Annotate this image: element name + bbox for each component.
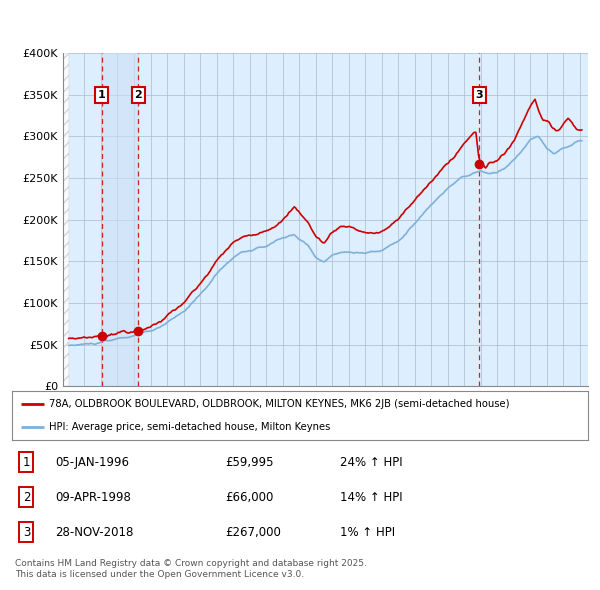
Text: 3: 3 — [476, 90, 483, 100]
Text: 1: 1 — [23, 455, 30, 468]
Text: £59,995: £59,995 — [225, 455, 274, 468]
Text: 28-NOV-2018: 28-NOV-2018 — [55, 526, 134, 539]
Text: 05-JAN-1996: 05-JAN-1996 — [55, 455, 129, 468]
Text: 3: 3 — [23, 526, 30, 539]
Text: 2: 2 — [23, 490, 30, 504]
Text: £66,000: £66,000 — [225, 490, 274, 504]
Bar — [101, 53, 139, 386]
Text: Contains HM Land Registry data © Crown copyright and database right 2025.
This d: Contains HM Land Registry data © Crown c… — [15, 559, 367, 579]
Text: HPI: Average price, semi-detached house, Milton Keynes: HPI: Average price, semi-detached house,… — [49, 422, 331, 432]
Text: 09-APR-1998: 09-APR-1998 — [55, 490, 131, 504]
Text: 1% ↑ HPI: 1% ↑ HPI — [340, 526, 395, 539]
Text: £267,000: £267,000 — [225, 526, 281, 539]
Text: 2: 2 — [134, 90, 142, 100]
Text: 1: 1 — [98, 90, 106, 100]
Text: 24% ↑ HPI: 24% ↑ HPI — [340, 455, 403, 468]
Text: 78A, OLDBROOK BOULEVARD, OLDBROOK, MILTON KEYNES, MK6 2JB (semi-detached house): 78A, OLDBROOK BOULEVARD, OLDBROOK, MILTO… — [49, 399, 510, 409]
Text: 14% ↑ HPI: 14% ↑ HPI — [340, 490, 403, 504]
